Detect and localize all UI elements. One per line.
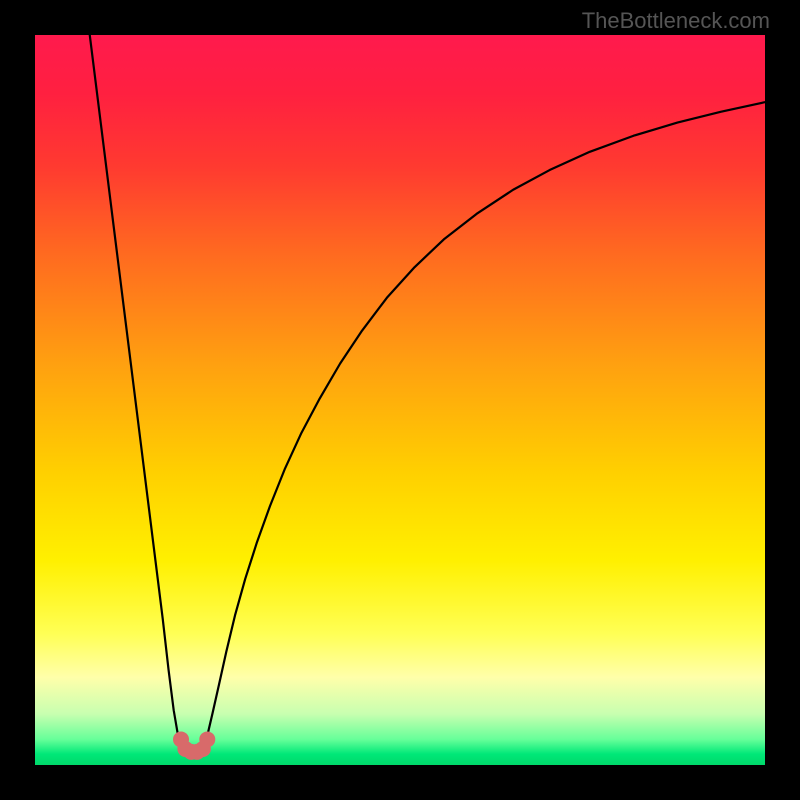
watermark-text: TheBottleneck.com bbox=[582, 8, 770, 34]
marker-dot bbox=[199, 731, 215, 747]
chart-background bbox=[35, 35, 765, 765]
chart-plot-area bbox=[35, 35, 765, 765]
bottleneck-curve-chart bbox=[35, 35, 765, 765]
